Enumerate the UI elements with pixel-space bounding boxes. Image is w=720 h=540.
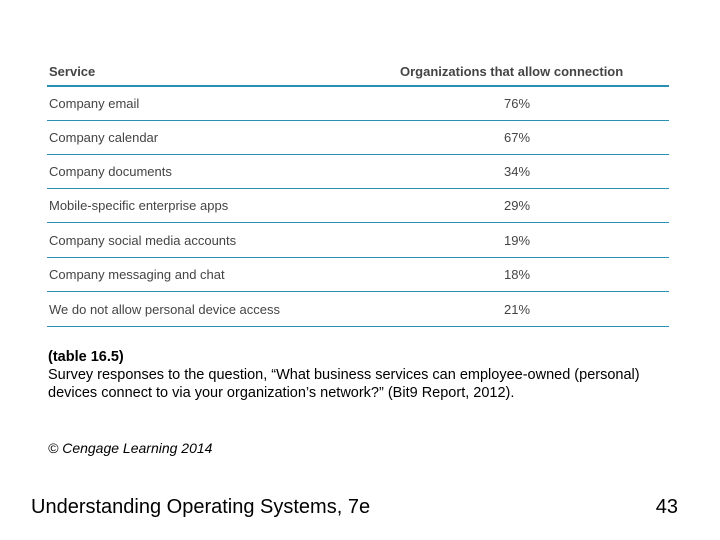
copyright-notice: © Cengage Learning 2014 [48,440,213,456]
row-divider [47,188,669,189]
table-caption: (table 16.5) Survey responses to the que… [48,348,668,402]
row-divider [47,154,669,155]
header-divider [47,85,669,87]
table-row: Mobile-specific enterprise apps 29% [47,189,669,223]
survey-table: Service Organizations that allow connect… [47,61,669,330]
percentage-cell: 21% [504,302,531,317]
table-row: Company messaging and chat 18% [47,258,669,292]
table-row: Company social media accounts 19% [47,224,669,258]
row-divider [47,222,669,223]
percentage-cell: 67% [504,130,531,145]
service-cell: We do not allow personal device access [49,302,280,317]
percentage-cell: 29% [504,198,531,213]
service-cell: Company social media accounts [49,233,237,248]
table-row: Company documents 34% [47,155,669,189]
table-reference: (table 16.5) [48,349,124,365]
column-header-organizations: Organizations that allow connection [400,64,624,79]
footer-book-title: Understanding Operating Systems, 7e [31,496,371,518]
service-cell: Company calendar [49,130,159,145]
service-cell: Company messaging and chat [49,267,225,282]
table-row: Company email 76% [47,87,669,121]
row-divider [47,120,669,121]
percentage-cell: 76% [504,96,531,111]
percentage-cell: 18% [504,267,531,282]
page-number: 43 [655,496,678,518]
row-divider [47,291,669,292]
table-row: We do not allow personal device access 2… [47,293,669,327]
row-divider [47,257,669,258]
table-header-row: Service Organizations that allow connect… [47,61,669,85]
percentage-cell: 19% [504,233,531,248]
service-cell: Mobile-specific enterprise apps [49,198,229,213]
row-divider [47,326,669,327]
table-row: Company calendar 67% [47,121,669,155]
caption-text: Survey responses to the question, “What … [48,367,640,401]
percentage-cell: 34% [504,164,531,179]
service-cell: Company email [49,96,140,111]
column-header-service: Service [49,64,96,79]
service-cell: Company documents [49,164,172,179]
